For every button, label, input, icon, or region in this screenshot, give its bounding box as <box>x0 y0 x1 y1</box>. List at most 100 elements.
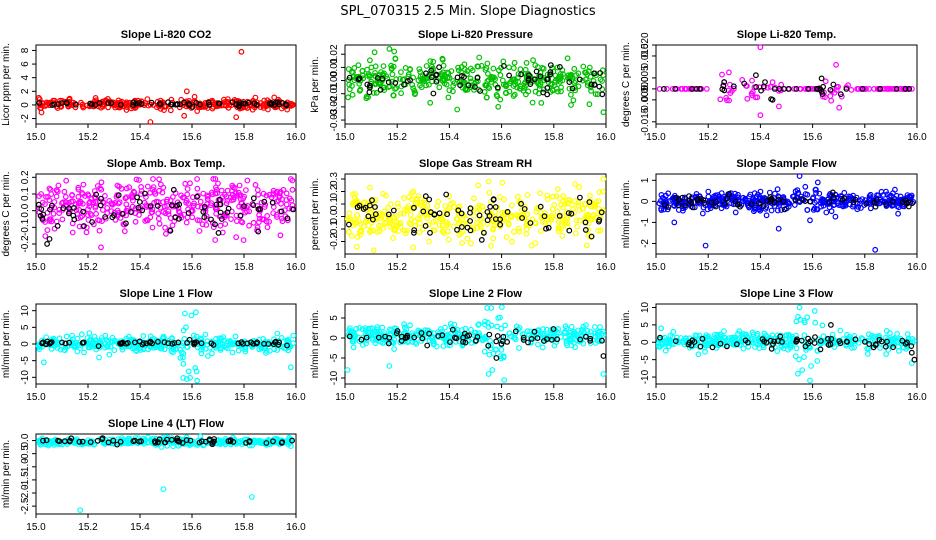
data-point <box>136 177 142 183</box>
data-point <box>503 83 510 90</box>
data-point <box>264 212 271 219</box>
data-point <box>409 190 415 196</box>
data-point <box>502 322 509 329</box>
data-point <box>719 86 726 93</box>
data-point <box>184 191 191 198</box>
points <box>656 44 915 119</box>
x-tick-label: 15.0 <box>335 392 355 403</box>
data-point <box>223 212 230 219</box>
data-point <box>521 203 528 210</box>
data-point <box>385 79 392 86</box>
data-point <box>115 209 122 216</box>
y-tick-label: -10 <box>640 369 651 384</box>
data-point <box>597 70 604 76</box>
data-point <box>464 224 471 231</box>
data-point <box>879 85 886 92</box>
data-point <box>38 191 44 197</box>
data-point <box>572 230 579 237</box>
data-point <box>478 236 485 243</box>
data-point <box>371 49 378 56</box>
x-tick-label: 15.6 <box>182 392 202 403</box>
data-point <box>812 334 818 341</box>
data-point <box>823 209 830 216</box>
data-point <box>818 75 825 82</box>
data-point <box>424 202 431 209</box>
data-point <box>277 232 284 239</box>
points <box>35 48 296 125</box>
data-point <box>885 85 891 92</box>
data-point <box>422 193 429 200</box>
data-point <box>241 203 247 210</box>
data-point <box>556 75 562 82</box>
data-point <box>484 220 491 227</box>
panel-3: Slope Li-820 Temp. degrees C per min. 15.0… <box>621 29 927 143</box>
points <box>345 46 607 116</box>
data-point <box>805 85 812 92</box>
data-point <box>793 345 800 352</box>
data-point <box>96 354 102 361</box>
x-tick-label: 15.4 <box>440 392 460 403</box>
data-point <box>402 230 409 237</box>
data-point <box>598 209 605 216</box>
data-point <box>802 85 809 92</box>
panel-title: Slope Line 1 Flow <box>120 288 213 300</box>
y-axis-label: Licor ppm per min. <box>1 43 12 126</box>
data-point <box>46 236 53 242</box>
x-tick-label: 15.8 <box>234 132 254 143</box>
data-point <box>395 228 402 234</box>
data-point <box>98 186 105 193</box>
data-point <box>156 220 163 227</box>
data-point <box>394 200 401 207</box>
x-tick-label: 16.0 <box>596 392 616 403</box>
data-point <box>245 99 252 106</box>
data-point <box>344 367 351 373</box>
x-tick-label: 15.0 <box>335 132 355 143</box>
data-point <box>591 70 597 77</box>
data-point <box>290 206 297 213</box>
data-point <box>588 233 595 240</box>
data-point <box>231 184 238 191</box>
data-point <box>450 82 457 89</box>
data-point <box>350 344 357 351</box>
data-point <box>814 179 821 186</box>
data-point <box>187 180 193 187</box>
data-point <box>477 88 484 94</box>
data-point <box>539 219 546 225</box>
x-tick-label: 16.0 <box>286 262 306 273</box>
data-point <box>514 193 521 200</box>
data-point <box>836 104 843 111</box>
data-point <box>192 309 199 316</box>
x-tick-label: 15.4 <box>130 262 150 273</box>
x-tick-label: 16.0 <box>286 132 306 143</box>
data-point <box>218 216 225 222</box>
data-point <box>407 77 414 83</box>
data-point <box>524 192 531 198</box>
data-point <box>484 217 491 224</box>
data-point <box>464 235 471 242</box>
data-point <box>474 224 481 231</box>
data-point <box>475 63 482 70</box>
data-point <box>194 192 201 199</box>
data-point <box>566 79 573 85</box>
data-point <box>514 84 520 91</box>
data-point <box>98 244 104 251</box>
data-point <box>721 79 728 85</box>
data-point <box>468 326 474 333</box>
data-point <box>523 222 530 229</box>
x-tick-label: 15.8 <box>544 262 564 273</box>
x-tick-label: 16.0 <box>286 522 306 533</box>
data-point <box>182 180 189 187</box>
data-point <box>489 367 496 373</box>
data-point <box>906 85 913 92</box>
data-point <box>351 64 358 71</box>
data-point <box>428 67 435 74</box>
data-point <box>78 331 85 338</box>
data-point <box>191 93 198 100</box>
data-point <box>796 85 803 92</box>
data-point <box>510 83 517 89</box>
data-point <box>597 76 604 83</box>
data-point <box>564 197 571 203</box>
data-point <box>210 224 217 231</box>
data-point <box>138 100 145 107</box>
data-point <box>576 217 583 224</box>
